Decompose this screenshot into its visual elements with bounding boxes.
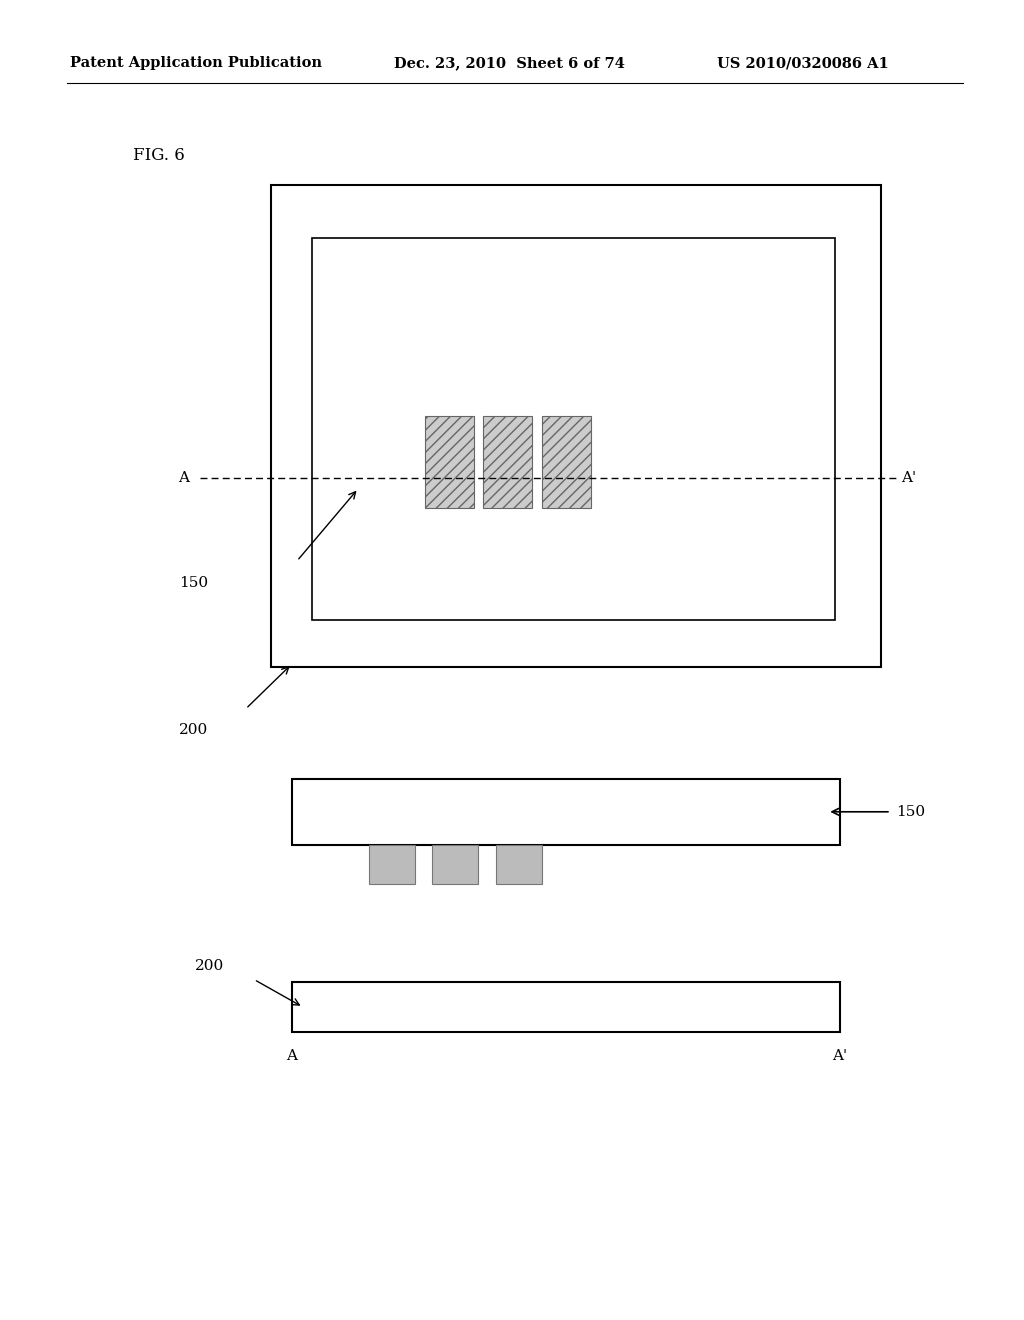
Text: US 2010/0320086 A1: US 2010/0320086 A1 [717,57,889,70]
Text: Patent Application Publication: Patent Application Publication [70,57,322,70]
Text: A: A [178,471,189,484]
Text: 200: 200 [179,723,209,737]
Text: A: A [287,1049,297,1064]
Bar [312,238,835,620]
Bar [292,779,840,845]
Text: FIG. 6: FIG. 6 [133,148,185,164]
Bar [292,982,840,1032]
Bar [483,416,532,508]
Bar [432,845,478,884]
Text: 150: 150 [179,577,208,590]
Bar [542,416,591,508]
Text: A': A' [901,471,916,484]
Text: Dec. 23, 2010  Sheet 6 of 74: Dec. 23, 2010 Sheet 6 of 74 [394,57,625,70]
Bar [369,845,415,884]
Bar [496,845,542,884]
Bar [425,416,474,508]
Text: A': A' [833,1049,847,1064]
Text: 150: 150 [896,805,925,818]
Text: 200: 200 [195,960,224,973]
Bar [271,185,881,667]
